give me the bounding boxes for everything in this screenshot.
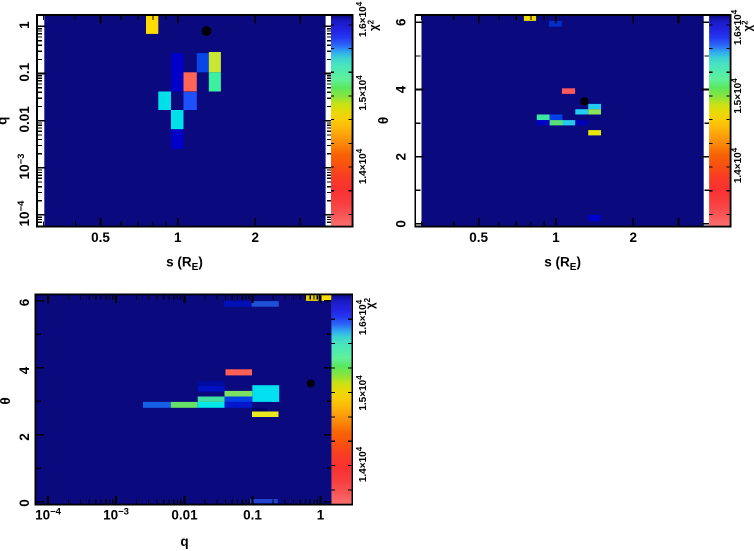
svg-text:10−4: 10−4 [16, 200, 32, 227]
svg-text:2: 2 [630, 230, 638, 245]
svg-text:6: 6 [17, 298, 32, 306]
svg-text:0.1: 0.1 [243, 508, 262, 523]
svg-text:2: 2 [394, 153, 409, 161]
svg-text:1.6×104: 1.6×104 [355, 1, 369, 37]
svg-text:0.01: 0.01 [17, 106, 32, 133]
svg-text:2: 2 [17, 433, 32, 441]
svg-text:0: 0 [394, 220, 409, 228]
svg-text:0.5: 0.5 [469, 230, 488, 245]
svg-text:1: 1 [17, 21, 32, 29]
svg-text:χ2: χ2 [741, 20, 754, 32]
svg-text:10−3: 10−3 [103, 507, 129, 523]
svg-text:1.4×104: 1.4×104 [730, 147, 744, 183]
svg-text:1.6×104: 1.6×104 [355, 299, 369, 335]
svg-text:s (RE): s (RE) [544, 255, 581, 274]
svg-text:1.4×104: 1.4×104 [355, 446, 369, 482]
svg-text:6: 6 [394, 18, 409, 26]
svg-text:1.5×104: 1.5×104 [730, 78, 744, 114]
svg-text:1.5×104: 1.5×104 [355, 75, 369, 111]
svg-text:1.5×104: 1.5×104 [355, 375, 369, 411]
svg-text:1.6×104: 1.6×104 [730, 9, 744, 45]
svg-text:1: 1 [174, 230, 182, 245]
svg-text:1: 1 [317, 508, 325, 523]
svg-text:0.1: 0.1 [17, 62, 32, 81]
svg-text:s (RE): s (RE) [166, 255, 203, 274]
svg-text:θ: θ [376, 117, 391, 124]
svg-text:0: 0 [17, 499, 32, 507]
svg-text:2: 2 [251, 230, 259, 245]
svg-text:q: q [0, 117, 10, 125]
svg-text:q: q [180, 534, 188, 549]
svg-text:1.4×104: 1.4×104 [355, 148, 369, 184]
svg-text:1: 1 [552, 230, 560, 245]
svg-text:θ: θ [0, 397, 13, 404]
svg-text:0.5: 0.5 [91, 230, 110, 245]
svg-text:χ2: χ2 [363, 297, 377, 309]
svg-text:0.01: 0.01 [171, 508, 198, 523]
svg-text:10−4: 10−4 [35, 507, 62, 523]
svg-text:4: 4 [394, 85, 409, 93]
svg-text:4: 4 [17, 366, 32, 374]
svg-text:χ2: χ2 [367, 19, 381, 31]
svg-text:10−3: 10−3 [16, 154, 32, 180]
